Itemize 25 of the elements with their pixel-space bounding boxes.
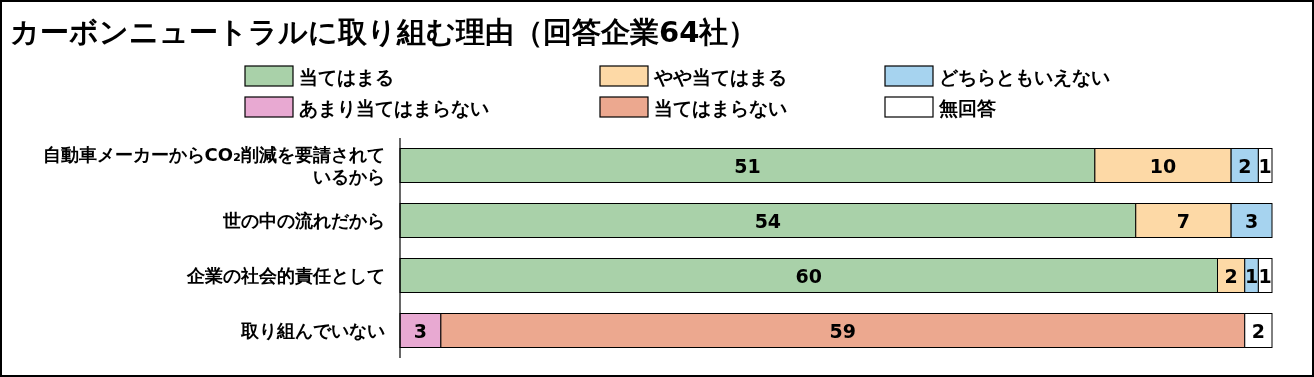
data-label: 7 bbox=[1176, 209, 1191, 232]
data-label: 2 bbox=[1224, 264, 1238, 287]
legend-label: やや当てはまる bbox=[653, 66, 787, 88]
legend-label: あまり当てはまらない bbox=[299, 97, 489, 119]
data-label: 60 bbox=[795, 264, 822, 287]
legend-label: 当てはまる bbox=[299, 66, 394, 88]
y-tick-label: 企業の社会的責任として bbox=[186, 264, 385, 286]
data-label: 51 bbox=[734, 154, 761, 177]
data-label: 3 bbox=[1244, 209, 1259, 232]
legend-label: どちらともいえない bbox=[939, 66, 1110, 88]
data-label: 54 bbox=[754, 209, 782, 232]
data-label: 59 bbox=[829, 319, 857, 342]
chart-title: カーボンニュートラルに取り組む理由（回答企業64社） bbox=[10, 15, 758, 49]
y-tick-label: 世の中の流れだから bbox=[222, 209, 385, 231]
data-label: 1 bbox=[1258, 154, 1272, 177]
legend-label: 無回答 bbox=[938, 97, 996, 119]
data-label: 1 bbox=[1244, 264, 1259, 287]
data-label: 1 bbox=[1258, 264, 1272, 287]
legend-label: 当てはまらない bbox=[654, 97, 787, 119]
y-tick-label: 取り組んでいない bbox=[240, 319, 385, 341]
y-tick-label: 自動車メーカーからCO₂削減を要請されているから bbox=[42, 143, 385, 187]
data-label: 3 bbox=[413, 319, 428, 342]
data-label: 10 bbox=[1149, 154, 1177, 177]
data-label: 2 bbox=[1238, 154, 1252, 177]
data-label: 2 bbox=[1251, 319, 1265, 342]
